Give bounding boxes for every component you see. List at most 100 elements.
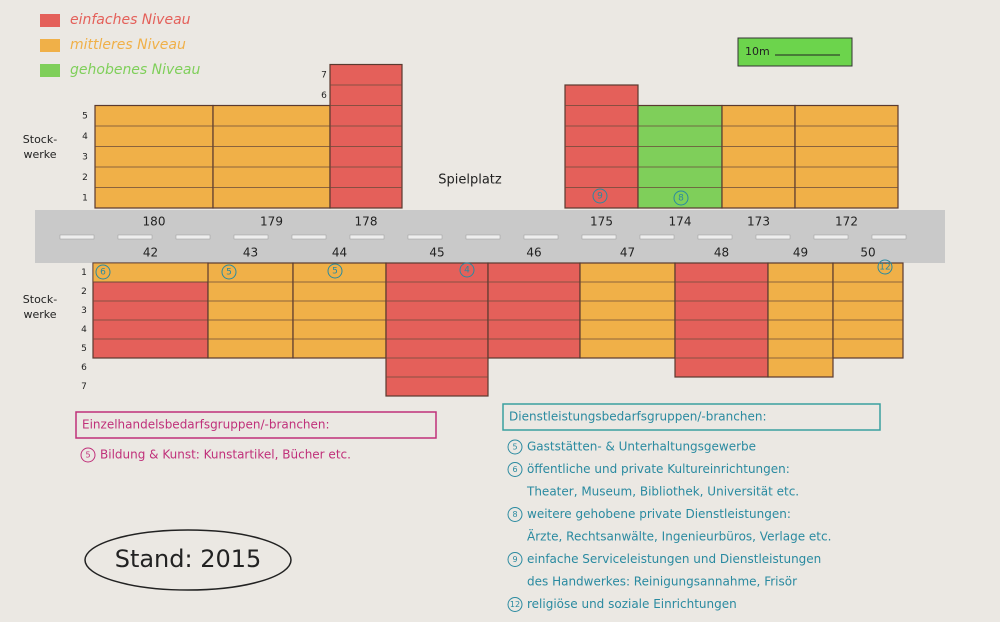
code: 5	[332, 267, 338, 277]
building	[579, 262, 676, 359]
house-number: 43	[243, 246, 258, 260]
lane-dash	[117, 234, 153, 240]
house-number: 179	[260, 215, 283, 229]
lane-dash	[59, 234, 95, 240]
code-circle	[80, 447, 96, 463]
lane-dash	[639, 234, 675, 240]
house-number: 173	[747, 215, 770, 229]
building	[721, 104, 796, 209]
house-number: 42	[143, 246, 158, 260]
list-item: weitere gehobene private Dienstleistunge…	[527, 507, 791, 521]
lane-dash	[407, 234, 443, 240]
code-circle	[877, 259, 893, 275]
floor-number: 2	[82, 173, 88, 183]
legend-label: gehobenes Niveau	[70, 62, 201, 78]
code-circle	[507, 439, 523, 455]
list-item: öffentliche und private Kultureinrichtun…	[527, 462, 790, 476]
floor-number: 5	[82, 111, 88, 121]
floor-number: 6	[321, 91, 327, 101]
house-number: 175	[590, 215, 613, 229]
floor-number: 1	[82, 193, 88, 203]
lane-dash	[465, 234, 501, 240]
house-number: 46	[526, 246, 541, 260]
building	[832, 262, 904, 359]
list-title: Einzelhandelsbedarfsgruppen/-branchen:	[82, 418, 330, 432]
lane-dash	[175, 234, 211, 240]
lane-dash	[349, 234, 385, 240]
code: 8	[678, 194, 684, 204]
retail-box	[75, 411, 437, 439]
code: 5	[226, 268, 232, 278]
building	[212, 104, 331, 209]
lane-dash	[813, 234, 849, 240]
building	[207, 262, 294, 359]
code: 12	[879, 263, 890, 273]
building	[794, 104, 899, 209]
building	[94, 104, 214, 209]
lane-dash	[291, 234, 327, 240]
axis-label: Stock-	[23, 293, 57, 306]
house-number: 47	[620, 246, 635, 260]
floor-number: 2	[81, 287, 87, 297]
list-item: Bildung & Kunst: Kunstartikel, Bücher et…	[100, 448, 351, 462]
code: 5	[512, 443, 517, 452]
lane-dash	[581, 234, 617, 240]
list-item: Gaststätten- & Unterhaltungsgewerbe	[527, 440, 756, 454]
code-circle	[459, 262, 475, 278]
code: 5	[85, 451, 90, 460]
code: 6	[512, 465, 517, 474]
scale-bar	[737, 37, 853, 67]
legend-label: mittleres Niveau	[70, 37, 186, 53]
code-circle	[507, 597, 523, 612]
legend-label: einfaches Niveau	[70, 12, 191, 28]
code-circle	[327, 263, 343, 279]
code: 9	[597, 192, 603, 202]
code: 6	[100, 268, 106, 278]
code-circle	[507, 462, 523, 477]
axis-label: werke	[23, 308, 56, 321]
code-circle	[507, 507, 523, 522]
building	[385, 262, 489, 397]
house-number: 49	[793, 246, 808, 260]
playground: Spielplatz	[438, 173, 502, 188]
lane-dash	[697, 234, 733, 240]
axis-label: werke	[23, 148, 56, 161]
list-item: Theater, Museum, Bibliothek, Universität…	[526, 485, 799, 499]
building	[329, 63, 403, 209]
code-circle	[507, 552, 523, 567]
floor-number: 4	[81, 325, 87, 335]
floor-number: 3	[82, 152, 88, 162]
list-item: des Handwerkes: Reinigungsannahme, Frisö…	[527, 575, 797, 589]
floor-number: 4	[82, 132, 88, 142]
legend-swatch	[40, 14, 60, 27]
house-number: 44	[332, 246, 347, 260]
list-item: einfache Serviceleistungen und Dienstlei…	[527, 552, 821, 566]
floor-number: 6	[81, 363, 87, 373]
house-number: 180	[143, 215, 166, 229]
house-number: 174	[669, 215, 692, 229]
floor-number: 7	[81, 382, 87, 392]
lane-dash	[871, 234, 907, 240]
house-number: 172	[835, 215, 858, 229]
house-number: 48	[714, 246, 729, 260]
legend-swatch	[40, 64, 60, 77]
services-box	[502, 403, 881, 431]
lane-dash	[523, 234, 559, 240]
status: Stand: 2015	[115, 545, 262, 573]
building	[487, 262, 581, 359]
status-ellipse	[84, 529, 292, 591]
code-circle	[221, 264, 237, 280]
legend-swatch	[40, 39, 60, 52]
code: 8	[512, 510, 517, 519]
list-title: Dienstleistungsbedarfsgruppen/-branchen:	[509, 410, 766, 424]
floor-number: 3	[81, 306, 87, 316]
floor-number: 5	[81, 344, 87, 354]
building	[292, 262, 387, 359]
list-item: religiöse und soziale Einrichtungen	[527, 597, 737, 611]
code-circle	[592, 188, 608, 204]
floor-number: 1	[81, 268, 87, 278]
code-circle	[673, 190, 689, 206]
lane-dash	[755, 234, 791, 240]
scale-label: 10m	[745, 45, 770, 58]
